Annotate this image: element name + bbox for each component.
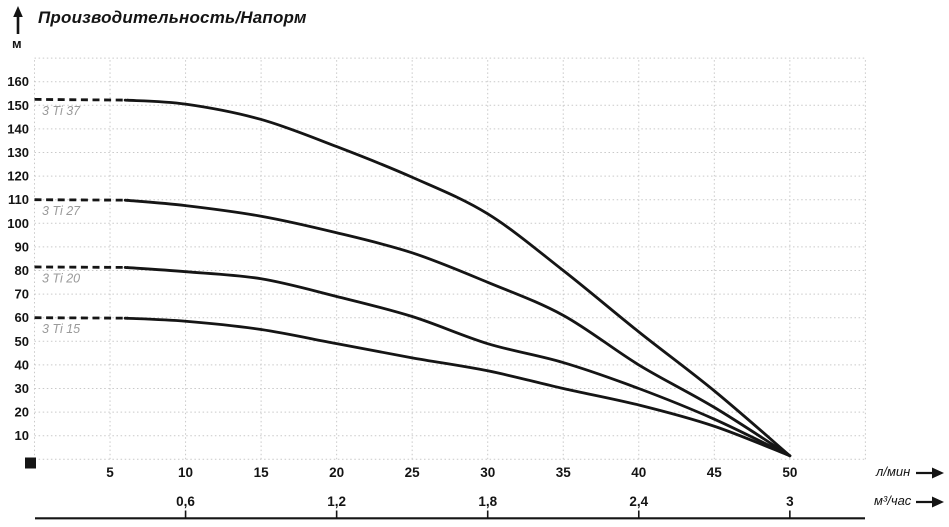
x2-tick-label: 2,4 [629, 494, 648, 509]
chart-title: Производительность/Напорм [38, 8, 307, 27]
x-tick-label: 30 [480, 465, 495, 480]
y-tick-label: 40 [15, 357, 29, 372]
curve-3-ti-20 [123, 266, 792, 458]
arrow-up-icon [13, 6, 23, 34]
y-tick-label: 20 [15, 405, 29, 420]
y-tick-label: 110 [8, 192, 29, 207]
x-axis-unit-primary: л/мин [876, 464, 911, 479]
y-tick-label: 10 [15, 428, 29, 443]
y-tick-label: 90 [15, 239, 29, 254]
curve-label-3-ti-37: 3 Ti 37 [42, 104, 81, 118]
arrow-right-icon [916, 496, 944, 508]
y-tick-label: 30 [15, 381, 29, 396]
x-axis-unit-secondary: м³/час [874, 493, 912, 508]
curve-label-3-ti-27: 3 Ti 27 [42, 204, 81, 218]
y-tick-label: 150 [7, 98, 29, 113]
curve-dashed-lead-3-ti-37 [34, 98, 129, 102]
curve-label-3-ti-20: 3 Ti 20 [42, 271, 80, 285]
x-tick-label: 45 [707, 465, 723, 480]
x-tick-label: 35 [556, 465, 572, 480]
x-tick-label: 50 [782, 465, 797, 480]
x2-tick-label: 3 [786, 494, 794, 509]
x2-tick-label: 1,8 [478, 494, 497, 509]
curve-3-ti-27 [123, 198, 792, 458]
x-tick-label: 20 [329, 465, 344, 480]
y-tick-label: 100 [7, 216, 29, 231]
y-tick-label: 60 [15, 310, 29, 325]
x-tick-label: 5 [106, 465, 114, 480]
y-tick-label: 70 [15, 287, 29, 302]
y-tick-label: 50 [15, 334, 29, 349]
origin-square-marker [25, 457, 36, 469]
y-tick-label: 80 [15, 263, 29, 278]
y-axis-unit-label: м [12, 36, 22, 51]
curve-3-ti-15 [123, 316, 792, 458]
y-tick-label: 140 [7, 121, 29, 136]
x2-tick-label: 1,2 [327, 494, 346, 509]
y-tick-label: 130 [7, 145, 29, 160]
x-tick-label: 25 [405, 465, 421, 480]
x-tick-label: 10 [178, 465, 193, 480]
x-tick-label: 15 [254, 465, 270, 480]
arrow-right-icon [916, 467, 944, 479]
x-tick-label: 40 [631, 465, 646, 480]
curve-3-ti-37 [123, 98, 792, 458]
curve-label-3-ti-15: 3 Ti 15 [42, 322, 80, 336]
y-tick-label: 160 [7, 74, 29, 89]
x2-tick-label: 0,6 [176, 494, 195, 509]
y-tick-label: 120 [7, 169, 29, 184]
